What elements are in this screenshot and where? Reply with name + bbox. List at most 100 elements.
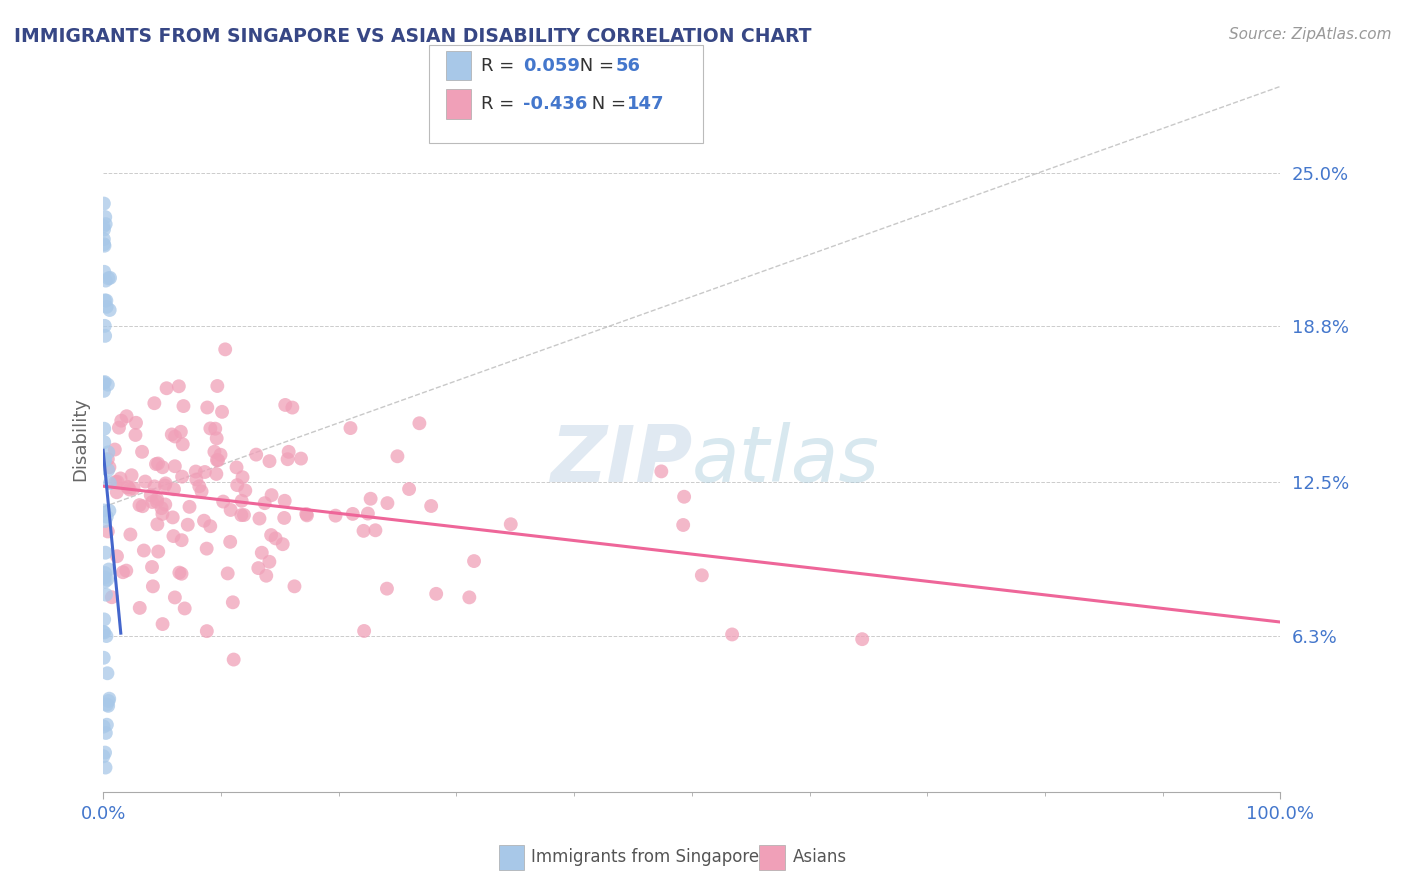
Point (98, 303, 121, 318)
Point (97, 271, 120, 285)
Point (93, 454, 115, 468)
Point (172, 399, 194, 413)
Point (94, 514, 117, 528)
Point (277, 452, 299, 467)
Text: -0.436: -0.436 (523, 95, 588, 113)
Point (211, 405, 233, 419)
Point (295, 508, 318, 523)
Point (163, 459, 186, 474)
Point (94, 726, 117, 740)
Point (690, 568, 713, 582)
Point (93, 232, 115, 246)
Point (97, 463, 120, 477)
Point (222, 595, 245, 609)
Point (96, 509, 118, 524)
Point (259, 555, 281, 569)
Point (110, 471, 132, 485)
Point (93, 612, 115, 626)
Point (96, 629, 118, 643)
Point (153, 478, 176, 492)
Point (155, 498, 177, 512)
Point (264, 532, 287, 546)
Point (163, 591, 186, 605)
Point (93, 196, 115, 211)
Point (458, 591, 481, 605)
Point (167, 379, 190, 393)
Point (202, 444, 225, 458)
Point (207, 453, 229, 467)
Point (94, 293, 117, 308)
Point (117, 480, 139, 494)
Point (96, 698, 118, 712)
Point (245, 448, 267, 462)
Point (94, 329, 117, 343)
Point (339, 421, 361, 435)
Point (93, 422, 115, 436)
Point (271, 537, 294, 551)
Point (186, 473, 208, 487)
Point (125, 416, 148, 430)
Point (143, 396, 166, 410)
Point (170, 566, 193, 581)
Point (93, 503, 115, 517)
Point (148, 544, 170, 558)
Point (170, 425, 193, 439)
Point (225, 460, 247, 475)
Point (290, 451, 312, 466)
Point (146, 495, 169, 509)
Point (172, 437, 194, 451)
Point (325, 508, 347, 523)
Point (195, 401, 218, 415)
Point (353, 624, 375, 638)
Point (97, 694, 120, 708)
Text: R =: R = (481, 95, 520, 113)
Point (217, 566, 239, 581)
Point (152, 460, 174, 475)
Point (115, 409, 138, 424)
Point (194, 465, 217, 479)
Point (91, 624, 114, 639)
Point (162, 510, 184, 524)
Point (94, 566, 117, 580)
Point (93, 222, 115, 236)
Point (721, 627, 744, 641)
Point (93, 237, 115, 252)
Point (387, 450, 409, 464)
Text: Immigrants from Singapore: Immigrants from Singapore (531, 848, 759, 866)
Text: 56: 56 (616, 56, 641, 75)
Text: N =: N = (574, 56, 620, 75)
Point (128, 601, 150, 615)
Point (274, 398, 297, 412)
Point (94, 274, 117, 288)
Point (219, 534, 242, 549)
Point (247, 561, 270, 575)
Text: atlas: atlas (692, 422, 880, 498)
Point (155, 381, 177, 395)
Point (117, 480, 139, 494)
Point (120, 527, 142, 541)
Point (118, 483, 141, 497)
Point (93, 376, 115, 390)
Point (141, 560, 163, 574)
Point (205, 467, 228, 481)
Point (260, 488, 283, 502)
Point (170, 533, 193, 548)
Point (110, 414, 132, 428)
Point (205, 453, 228, 467)
Point (420, 499, 443, 513)
Point (219, 503, 242, 517)
Point (650, 464, 672, 478)
Point (97, 524, 120, 539)
Point (250, 546, 273, 560)
Point (115, 564, 138, 578)
Point (207, 379, 229, 393)
Point (93, 720, 115, 734)
Point (233, 508, 256, 522)
Point (93, 749, 115, 764)
Point (97, 377, 120, 392)
Point (233, 483, 256, 498)
Point (93, 219, 115, 234)
Point (281, 401, 304, 415)
Point (205, 431, 228, 445)
Point (260, 528, 283, 542)
